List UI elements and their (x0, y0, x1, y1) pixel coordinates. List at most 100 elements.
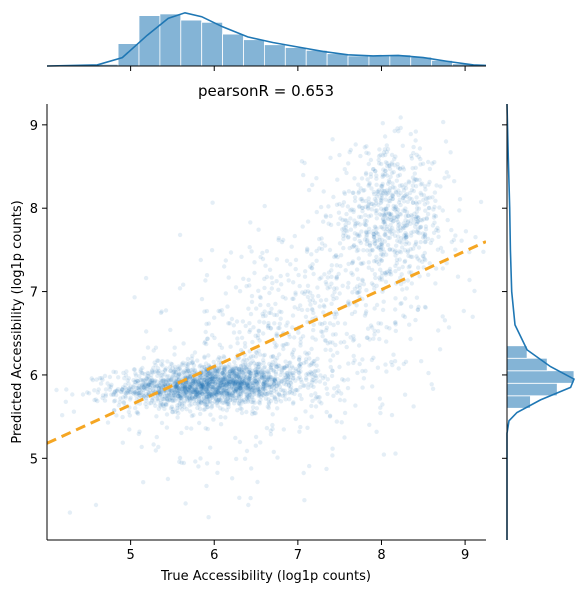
scatter-point (215, 376, 221, 381)
scatter-point (202, 377, 207, 383)
scatter-point (261, 386, 266, 391)
scatter-point (346, 161, 351, 166)
scatter-point (202, 369, 207, 374)
scatter-point (400, 143, 405, 148)
scatter-point (220, 370, 225, 376)
y-axis-label: Predicted Accessibility (log1p counts) (10, 200, 25, 443)
scatter-point (149, 372, 154, 378)
scatter-point (180, 383, 185, 389)
scatter-point (170, 365, 175, 371)
scatter-point (218, 385, 223, 390)
scatter-point (162, 382, 167, 388)
scatter-point (154, 368, 159, 373)
scatter-point (246, 306, 251, 311)
scatter-point (342, 339, 347, 345)
scatter-point (173, 396, 179, 401)
scatter-point (213, 395, 218, 401)
scatter-point (313, 404, 319, 409)
scatter-point (313, 379, 318, 384)
scatter-point (224, 391, 230, 397)
scatter-point (235, 372, 240, 377)
scatter-point (316, 368, 321, 373)
scatter-point (224, 371, 230, 376)
scatter-point (211, 378, 216, 384)
scatter-point (120, 440, 126, 445)
scatter-point (157, 383, 162, 389)
scatter-point (229, 370, 234, 376)
scatter-point (215, 389, 221, 394)
scatter-point (281, 366, 286, 371)
scatter-point (215, 390, 220, 395)
scatter-point (309, 346, 314, 352)
scatter-point (256, 378, 262, 384)
scatter-point (179, 430, 184, 436)
scatter-point (224, 391, 230, 396)
scatter-point (440, 208, 445, 213)
scatter-point (204, 372, 209, 377)
scatter-point (170, 409, 176, 415)
scatter-point (128, 397, 133, 402)
scatter-point (257, 393, 262, 398)
scatter-point (187, 388, 192, 394)
scatter-point (156, 368, 162, 374)
scatter-point (226, 275, 231, 280)
scatter-point (325, 377, 330, 382)
scatter-point (194, 392, 199, 398)
scatter-point (293, 290, 298, 295)
scatter-point (232, 377, 237, 383)
scatter-point (151, 388, 156, 394)
scatter-point (200, 365, 205, 370)
scatter-point (221, 381, 227, 386)
scatter-point (206, 377, 212, 382)
scatter-point (162, 406, 167, 411)
scatter-point (309, 393, 314, 398)
scatter-point (269, 387, 274, 393)
scatter-point (190, 390, 195, 395)
scatter-point (220, 388, 226, 393)
scatter-point (356, 214, 362, 220)
scatter-point (189, 426, 194, 431)
scatter-point (159, 389, 164, 395)
scatter-point (134, 391, 139, 396)
scatter-point (140, 365, 145, 371)
scatter-point (194, 384, 199, 389)
scatter-point (208, 412, 213, 417)
scatter-point (390, 193, 395, 198)
scatter-point (237, 289, 243, 294)
scatter-point (374, 211, 379, 216)
scatter-point (217, 391, 222, 396)
scatter-point (256, 361, 261, 367)
scatter-point (161, 397, 166, 402)
scatter-point (241, 400, 246, 405)
scatter-point (210, 391, 216, 396)
scatter-point (167, 393, 172, 398)
scatter-point (225, 401, 231, 406)
scatter-point (342, 167, 347, 172)
scatter-point (207, 386, 212, 392)
scatter-point (236, 373, 241, 379)
scatter-point (232, 382, 237, 387)
scatter-point (134, 393, 139, 398)
scatter-point (260, 373, 265, 379)
scatter-point (289, 364, 295, 369)
scatter-point (349, 270, 354, 276)
scatter-point (135, 410, 140, 415)
scatter-point (172, 372, 177, 378)
scatter-point (247, 377, 252, 382)
scatter-point (292, 233, 297, 239)
scatter-point (400, 165, 406, 170)
scatter-point (209, 376, 214, 382)
scatter-point (200, 391, 205, 396)
scatter-point (350, 190, 355, 195)
scatter-point (355, 220, 360, 226)
scatter-point (213, 374, 218, 380)
scatter-point (105, 381, 110, 386)
scatter-point (197, 381, 202, 386)
scatter-point (248, 373, 253, 379)
scatter-point (70, 392, 75, 397)
scatter-point (109, 382, 114, 387)
scatter-point (249, 387, 254, 393)
scatter-point (147, 382, 152, 388)
scatter-point (137, 391, 142, 396)
scatter-point (176, 393, 181, 398)
